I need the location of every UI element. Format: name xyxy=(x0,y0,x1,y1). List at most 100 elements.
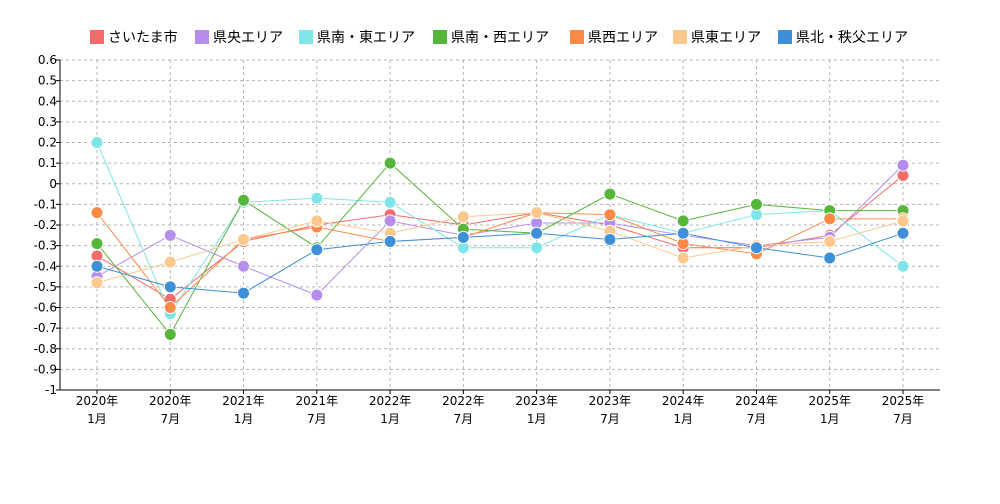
x-tick-label-year: 2024年 xyxy=(735,394,778,408)
y-tick-label: -0.7 xyxy=(34,321,57,335)
x-tick-label-month: 1月 xyxy=(527,412,547,426)
series-line xyxy=(96,232,904,294)
legend-item: 県南・東エリア xyxy=(299,30,415,46)
legend-item: 県西エリア xyxy=(570,30,658,46)
y-tick-label: -0.8 xyxy=(34,342,57,356)
data-point xyxy=(163,280,177,294)
data-point xyxy=(90,259,104,273)
x-tick-label-month: 7月 xyxy=(600,412,620,426)
legend-swatch xyxy=(433,30,447,44)
y-tick-label: -0.1 xyxy=(34,197,57,211)
data-point xyxy=(530,226,544,240)
data-point xyxy=(163,228,177,242)
data-point xyxy=(896,259,910,273)
y-tick-label: -0.9 xyxy=(34,362,57,376)
data-point xyxy=(603,208,617,222)
legend-label: 県央エリア xyxy=(213,30,283,46)
x-axis-ticks: 2020年 1月 2020年 7月 2021年 1月 2021年 7月 2022年 1月 2022年… xyxy=(76,390,925,426)
data-point xyxy=(310,243,324,257)
data-point xyxy=(310,191,324,205)
data-point xyxy=(163,255,177,269)
x-tick-label-month: 1月 xyxy=(234,412,254,426)
x-tick-label-month: 1月 xyxy=(820,412,840,426)
y-tick-label: 0.5 xyxy=(38,74,57,88)
legend-swatch xyxy=(570,30,584,44)
x-tick-label-month: 7月 xyxy=(893,412,913,426)
data-point xyxy=(676,214,690,228)
data-point xyxy=(90,237,104,251)
x-tick-label-month: 7月 xyxy=(454,412,474,426)
legend-label: 県西エリア xyxy=(588,30,658,46)
data-point xyxy=(676,226,690,240)
x-tick-label-year: 2023年 xyxy=(515,394,558,408)
x-tick-label-month: 7月 xyxy=(747,412,767,426)
data-point xyxy=(90,276,104,290)
legend-label: 県北・秩父エリア xyxy=(796,30,908,46)
x-tick-label-year: 2025年 xyxy=(808,394,851,408)
data-point xyxy=(603,187,617,201)
data-point xyxy=(676,251,690,265)
data-point xyxy=(237,286,251,300)
y-tick-label: -0.5 xyxy=(34,280,57,294)
y-tick-label: 0 xyxy=(49,177,57,191)
legend-label: 県南・東エリア xyxy=(317,30,415,46)
x-tick-label-year: 2022年 xyxy=(369,394,412,408)
x-tick-label-year: 2024年 xyxy=(662,394,705,408)
legend-item: 県南・西エリア xyxy=(433,30,549,46)
y-tick-label: -0.4 xyxy=(34,259,57,273)
series-line xyxy=(96,175,904,300)
y-tick-label: 0.2 xyxy=(38,136,57,150)
x-tick-label-year: 2023年 xyxy=(589,394,632,408)
data-point xyxy=(163,301,177,314)
series-line xyxy=(96,164,904,296)
legend-swatch xyxy=(90,30,104,44)
data-point xyxy=(237,232,251,246)
x-tick-label-month: 7月 xyxy=(307,412,327,426)
y-tick-label: 0.3 xyxy=(38,115,57,129)
y-tick-label: 0.6 xyxy=(38,53,57,67)
x-tick-label-year: 2022年 xyxy=(442,394,485,408)
legend-swatch xyxy=(195,30,209,44)
legend-item: 県央エリア xyxy=(195,30,283,46)
data-point xyxy=(90,136,104,149)
data-point xyxy=(896,158,910,172)
legend-swatch xyxy=(299,30,313,44)
legend: さいたま市 県央エリア 県南・東エリア 県南・西エリア 県西エリア 県東エリア 県北・秩父エ… xyxy=(90,29,908,46)
series xyxy=(90,158,910,302)
y-tick-label: -1 xyxy=(45,383,57,397)
data-point xyxy=(896,226,910,240)
x-tick-label-year: 2025年 xyxy=(882,394,925,408)
data-point xyxy=(310,288,324,302)
data-point xyxy=(749,241,763,255)
legend-label: 県南・西エリア xyxy=(451,30,549,46)
x-tick-label-year: 2021年 xyxy=(222,394,265,408)
series xyxy=(90,226,910,300)
legend-item: 県東エリア xyxy=(673,30,761,46)
data-point xyxy=(530,241,544,255)
data-point xyxy=(823,251,837,265)
data-point xyxy=(603,232,617,246)
data-point xyxy=(456,230,470,244)
data-point xyxy=(456,210,470,224)
data-point xyxy=(310,214,324,228)
y-tick-label: -0.3 xyxy=(34,239,57,253)
data-point xyxy=(237,259,251,273)
data-point xyxy=(749,197,763,211)
series xyxy=(90,206,910,314)
data-point xyxy=(383,235,397,248)
data-point xyxy=(163,327,177,341)
series-layer xyxy=(90,136,910,341)
legend-label: 県東エリア xyxy=(691,30,761,46)
x-tick-label-month: 7月 xyxy=(160,412,180,426)
legend-swatch xyxy=(673,30,687,44)
data-point xyxy=(90,206,104,220)
x-tick-label-month: 1月 xyxy=(380,412,400,426)
data-point xyxy=(823,235,837,248)
series xyxy=(90,136,910,321)
series xyxy=(90,169,910,306)
series-line xyxy=(96,212,903,309)
legend-swatch xyxy=(778,30,792,44)
x-tick-label-month: 1月 xyxy=(673,412,693,426)
y-tick-label: -0.6 xyxy=(34,301,57,315)
